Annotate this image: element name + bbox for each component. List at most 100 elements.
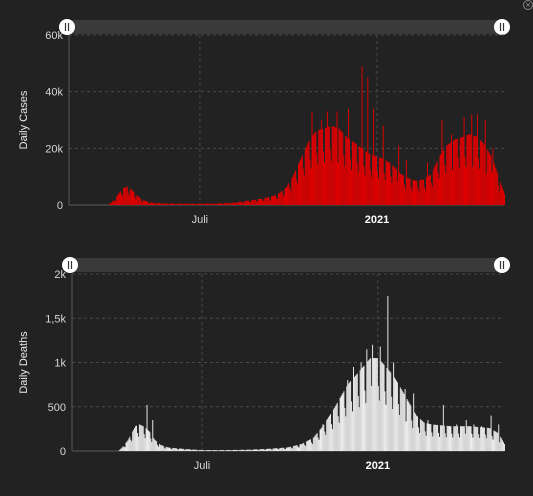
daily-bar [225,450,227,451]
daily-bar [146,201,148,205]
bar-series [108,66,505,206]
daily-bar [394,167,396,205]
range-handle-left-knob [59,19,75,35]
range-handle-right[interactable] [494,19,510,35]
daily-bar [423,179,425,205]
daily-bar [320,129,322,205]
daily-bar [457,158,459,205]
daily-bar [144,438,146,451]
daily-bar [171,449,173,451]
daily-bar [168,203,170,205]
daily-bar [336,111,338,205]
daily-bar [198,450,200,451]
daily-bar [495,168,497,205]
daily-bar [374,358,375,451]
daily-bar [141,201,143,205]
daily-bar [123,446,125,451]
daily-bar [378,400,380,451]
daily-bar [270,449,272,451]
daily-bar [367,361,369,451]
daily-bar [331,126,333,205]
daily-bar [482,427,484,451]
daily-bar [155,440,157,451]
daily-bar [429,424,431,451]
daily-bar [304,444,306,451]
daily-bar [299,159,301,205]
daily-bar [241,201,243,205]
daily-bar [465,420,467,451]
y-tick-label: 20k [45,143,63,155]
daily-bar [434,424,436,451]
daily-bar [249,449,251,451]
daily-bar [265,449,267,451]
daily-bar [252,199,254,205]
daily-bar [471,433,473,451]
y-tick-label: 1,5k [45,313,66,325]
daily-bar [207,450,209,451]
daily-bar [461,426,463,451]
daily-bar [368,153,370,205]
daily-bar [379,346,381,451]
daily-bar [388,370,390,451]
daily-bar [496,432,498,451]
daily-bar [396,380,397,451]
daily-bar [228,450,230,451]
daily-bar [307,142,309,205]
daily-bar [344,166,346,205]
daily-bar [151,442,153,451]
daily-bar [484,120,486,205]
daily-bar [212,450,214,451]
daily-bar [285,449,287,451]
daily-bar [237,202,239,205]
daily-bar [430,183,432,205]
daily-bar [470,134,472,205]
daily-bar [300,157,302,205]
daily-bar [350,381,352,451]
daily-bar [293,445,295,451]
daily-bar [154,203,156,205]
range-handle-right[interactable] [494,257,510,273]
daily-bar [221,450,223,451]
daily-bar [280,191,282,205]
daily-bar [145,201,147,205]
daily-bar [472,437,474,451]
daily-bar [483,427,485,451]
daily-bar [301,155,303,205]
daily-bar [268,197,270,205]
close-icon[interactable]: × [523,0,533,10]
daily-bar [351,401,353,451]
daily-bar [387,296,389,451]
daily-bar [475,136,477,205]
daily-bar [488,152,490,205]
daily-bar [214,450,216,451]
daily-bar [272,196,274,205]
daily-bar [257,199,259,205]
daily-bar [356,373,358,451]
daily-bar [164,203,166,205]
daily-bar [381,158,383,205]
daily-bar [236,449,238,451]
daily-bar [156,441,158,451]
daily-bar [492,439,494,451]
daily-bar [116,196,118,205]
daily-bar [442,404,444,451]
daily-bar [319,129,321,205]
daily-bar [345,135,347,205]
daily-bar [181,448,183,451]
daily-bar [370,358,372,451]
daily-bar [415,413,417,451]
daily-bar [180,448,181,451]
range-handle-left[interactable] [59,19,75,35]
daily-bar [336,402,338,451]
daily-bar [261,449,263,451]
daily-bar [246,200,248,205]
range-handle-left[interactable] [62,257,78,273]
daily-bar [407,400,409,451]
daily-bar [326,111,328,205]
daily-bar [435,424,437,451]
daily-bar [489,428,491,451]
daily-bar [372,344,374,451]
daily-bar [305,146,307,205]
daily-bar [226,450,228,451]
daily-bar [402,175,404,205]
